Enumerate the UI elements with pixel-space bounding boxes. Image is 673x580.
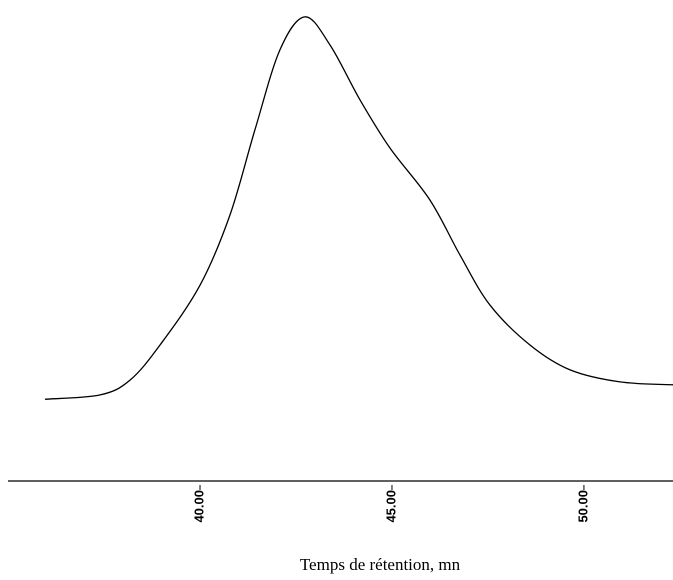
- x-tick-label: 50.00: [575, 490, 590, 523]
- x-axis-label: Temps de rétention, mn: [300, 555, 461, 574]
- signal-line: [44, 16, 673, 400]
- x-tick-label: 45.00: [383, 490, 398, 523]
- x-tick-label: 40.00: [191, 490, 206, 523]
